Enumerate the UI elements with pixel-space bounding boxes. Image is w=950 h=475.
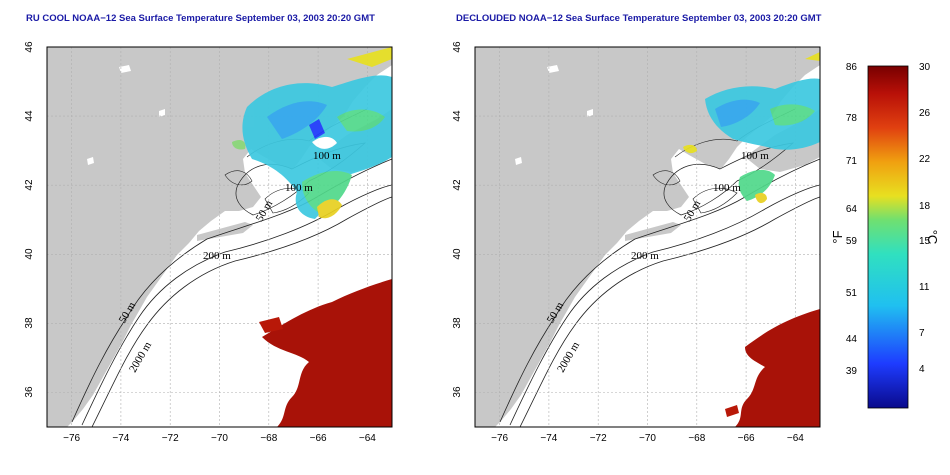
x-tick-label: −66 (738, 433, 755, 444)
y-tick-label: 38 (452, 317, 463, 329)
contour-label: 200 m (203, 250, 231, 262)
contour-label: 100 m (285, 182, 313, 194)
left-warm-water-region (262, 279, 392, 427)
left-map-frame (46, 46, 393, 428)
right-map-frame (474, 46, 821, 428)
c-tick-label: 18 (919, 201, 931, 212)
c-tick-label: 4 (919, 364, 925, 375)
left-panel-title: RU COOL NOAA−12 Sea Surface Temperature … (26, 13, 375, 24)
contour-label: 200 m (631, 250, 659, 262)
x-tick-label: −72 (590, 433, 607, 444)
x-tick-label: −66 (310, 433, 327, 444)
y-tick-label: 40 (452, 248, 463, 260)
y-tick-label: 44 (24, 110, 35, 122)
y-tick-label: 40 (24, 248, 35, 260)
x-tick-label: −74 (112, 433, 129, 444)
f-tick-label: 51 (846, 288, 858, 299)
y-tick-label: 38 (24, 317, 35, 329)
x-tick-label: −70 (639, 433, 656, 444)
x-tick-label: −64 (787, 433, 804, 444)
left-cool-water-region (232, 47, 392, 220)
x-tick-label: −76 (491, 433, 508, 444)
y-tick-label: 42 (24, 179, 35, 191)
celsius-ticks: 30 26 22 18 15 11 7 4 (919, 62, 931, 375)
x-tick-label: −68 (260, 433, 277, 444)
right-cool-water-region (683, 52, 820, 204)
celsius-unit-label: °C (925, 230, 940, 245)
y-tick-label: 42 (452, 179, 463, 191)
f-tick-label: 86 (846, 62, 858, 73)
f-tick-label: 71 (846, 156, 858, 167)
left-y-axis: 46 44 42 40 38 36 (24, 41, 35, 398)
left-map-panel: 100 m 100 m 50 m 200 m 50 m 2000 m (46, 46, 393, 428)
y-tick-label: 36 (24, 386, 35, 398)
right-y-axis: 46 44 42 40 38 36 (452, 41, 463, 398)
x-tick-label: −64 (359, 433, 376, 444)
y-tick-label: 46 (24, 41, 35, 53)
left-x-axis: −76 −74 −72 −70 −68 −66 −64 (63, 433, 376, 444)
x-tick-label: −74 (540, 433, 557, 444)
x-tick-label: −72 (162, 433, 179, 444)
y-tick-label: 44 (452, 110, 463, 122)
f-tick-label: 44 (846, 334, 858, 345)
fahrenheit-ticks: 86 78 71 64 59 51 44 39 (846, 62, 858, 377)
x-tick-label: −70 (211, 433, 228, 444)
f-tick-label: 59 (846, 236, 858, 247)
c-tick-label: 26 (919, 108, 931, 119)
f-tick-label: 39 (846, 366, 858, 377)
x-tick-label: −68 (688, 433, 705, 444)
fahrenheit-unit-label: °F (830, 230, 845, 243)
right-x-axis: −76 −74 −72 −70 −68 −66 −64 (491, 433, 804, 444)
f-tick-label: 64 (846, 204, 858, 215)
contour-label: 100 m (313, 150, 341, 162)
c-tick-label: 15 (919, 236, 931, 247)
temperature-colorbar: 86 78 71 64 59 51 44 39 30 26 22 18 15 1… (830, 62, 940, 409)
f-tick-label: 78 (846, 113, 858, 124)
y-tick-label: 36 (452, 386, 463, 398)
contour-label: 100 m (713, 182, 741, 194)
y-tick-label: 46 (452, 41, 463, 53)
c-tick-label: 11 (919, 282, 930, 293)
c-tick-label: 22 (919, 154, 931, 165)
contour-label: 100 m (741, 150, 769, 162)
c-tick-label: 30 (919, 62, 931, 73)
right-warm-water-region (735, 309, 820, 427)
c-tick-label: 7 (919, 328, 925, 339)
colorbar-gradient (867, 65, 909, 409)
right-panel-title: DECLOUDED NOAA−12 Sea Surface Temperatur… (456, 13, 822, 24)
x-tick-label: −76 (63, 433, 80, 444)
right-map-panel: 100 m 100 m 50 m 200 m 50 m 2000 m (474, 46, 821, 428)
